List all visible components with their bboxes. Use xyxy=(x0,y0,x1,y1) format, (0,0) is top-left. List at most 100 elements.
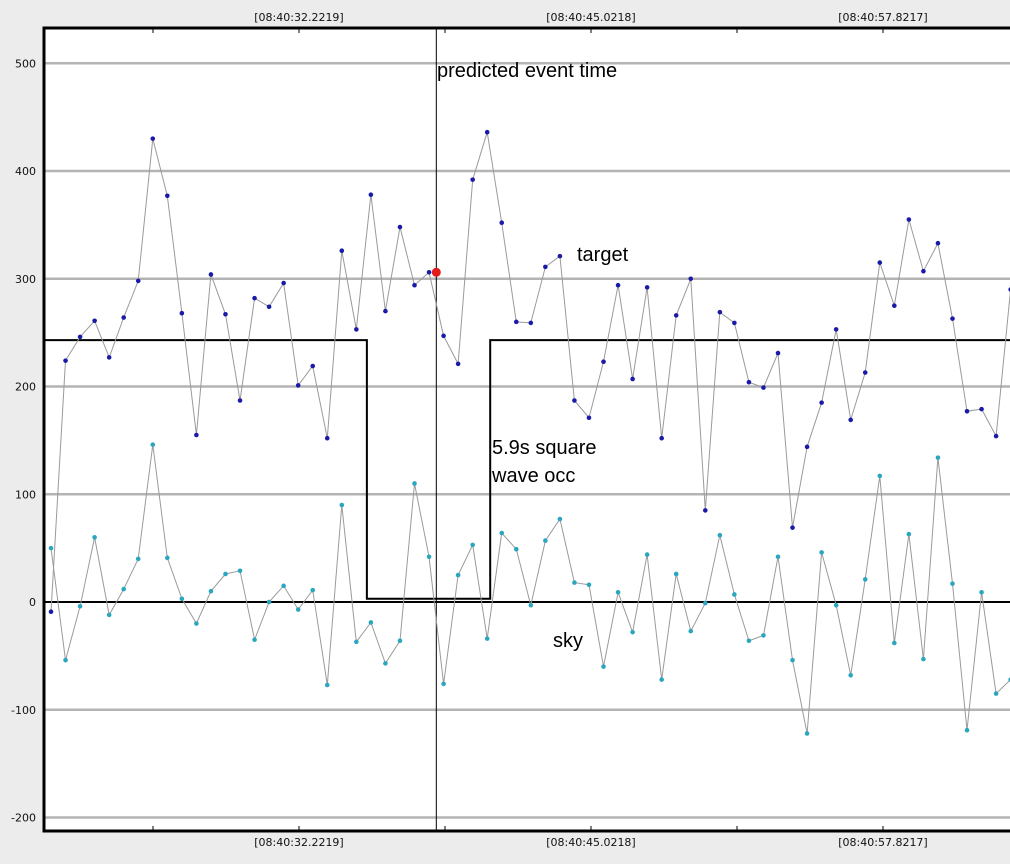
data-point-sky xyxy=(717,532,723,538)
annotation-predicted-event-time: predicted event time xyxy=(437,60,617,82)
data-point-target xyxy=(601,359,606,365)
data-point-sky xyxy=(426,554,432,560)
data-point-target xyxy=(732,320,737,326)
data-point-sky xyxy=(630,629,635,635)
data-point-sky xyxy=(135,556,141,562)
data-point-sky xyxy=(877,473,883,479)
data-point-sky xyxy=(935,455,941,460)
annotation-target: target xyxy=(577,244,629,266)
data-point-target xyxy=(310,363,316,369)
data-point-sky xyxy=(252,637,257,643)
y-axis-labels: -200 -100 0 100 200 300 400 500 xyxy=(11,57,36,824)
data-point-sky xyxy=(557,516,563,522)
data-point-sky xyxy=(979,590,984,595)
data-point-sky xyxy=(194,621,199,626)
data-point-target xyxy=(993,433,999,439)
data-point-target xyxy=(804,444,810,450)
data-point-sky xyxy=(499,530,505,536)
data-point-sky xyxy=(266,599,272,605)
data-point-target xyxy=(194,432,199,438)
data-point-sky xyxy=(862,577,868,582)
data-point-sky xyxy=(383,661,388,666)
data-point-sky xyxy=(586,582,592,588)
data-point-target xyxy=(862,370,868,375)
data-point-sky xyxy=(761,633,766,638)
square-wave-model xyxy=(44,339,1010,600)
data-point-sky xyxy=(892,640,897,646)
data-point-target xyxy=(426,269,432,275)
data-point-target xyxy=(833,327,839,332)
data-point-target xyxy=(455,361,461,367)
data-point-target xyxy=(775,350,781,356)
annotation-square-wave-line2: wave occ xyxy=(491,465,575,487)
data-point-sky xyxy=(77,604,83,609)
data-point-target xyxy=(950,316,955,321)
data-point-target xyxy=(892,303,897,308)
data-point-sky xyxy=(121,586,126,592)
data-point-sky xyxy=(484,636,490,641)
data-point-target xyxy=(208,272,214,277)
data-point-target xyxy=(979,406,984,412)
data-point-sky xyxy=(441,681,446,687)
data-point-sky xyxy=(921,656,926,662)
data-point-sky xyxy=(208,588,214,594)
data-point-sky xyxy=(703,600,708,606)
data-point-sky xyxy=(673,571,679,577)
data-point-target xyxy=(746,379,752,385)
data-point-target xyxy=(324,435,330,441)
data-point-target xyxy=(383,308,388,314)
data-point-target xyxy=(543,264,548,270)
x-tick-label-bottom: [08:40:45.0218] xyxy=(546,836,635,849)
plot-area xyxy=(44,28,1010,831)
x-tick-label-bottom: [08:40:32.2219] xyxy=(254,836,343,849)
data-point-sky xyxy=(804,731,810,736)
data-point-target xyxy=(63,358,68,363)
data-point-sky xyxy=(179,596,185,602)
data-point-target xyxy=(281,280,286,286)
annotations: predicted event time target sky 5.9s squ… xyxy=(437,60,629,652)
data-point-sky xyxy=(339,502,345,508)
predicted-event-marker xyxy=(431,267,441,277)
y-tick-label: 200 xyxy=(15,381,36,394)
data-point-target xyxy=(252,295,257,301)
data-point-sky xyxy=(223,571,228,577)
series-layer xyxy=(48,129,1010,736)
data-point-sky xyxy=(368,620,374,625)
data-point-sky xyxy=(746,638,752,644)
data-point-target xyxy=(484,129,490,135)
data-point-sky xyxy=(819,550,824,555)
data-point-target xyxy=(528,320,534,326)
data-point-target xyxy=(513,319,519,325)
data-point-sky xyxy=(470,542,475,548)
data-point-target xyxy=(717,309,723,315)
y-tick-label: 400 xyxy=(15,165,36,178)
data-point-target xyxy=(921,268,926,274)
data-point-target xyxy=(92,318,97,324)
y-tick-label: -200 xyxy=(11,812,36,825)
data-point-target xyxy=(397,224,403,230)
data-point-sky xyxy=(848,672,853,678)
data-point-target xyxy=(790,525,795,530)
data-point-target xyxy=(615,282,621,288)
data-point-target xyxy=(179,310,185,316)
data-point-target xyxy=(906,217,912,222)
data-point-sky xyxy=(324,682,330,688)
y-tick-label: 0 xyxy=(29,596,36,609)
annotation-square-wave-line1: 5.9s square xyxy=(492,437,597,459)
data-point-sky xyxy=(92,535,97,540)
data-point-target xyxy=(470,177,475,182)
x-axis-labels-bottom: [08:40:32.2219] [08:40:45.0218] [08:40:57.… xyxy=(254,836,927,849)
data-point-target xyxy=(77,334,83,340)
data-point-sky xyxy=(906,531,912,537)
data-point-sky xyxy=(48,545,54,551)
data-point-sky xyxy=(513,546,519,552)
grid-lines xyxy=(44,62,1010,819)
x-axis-labels-top: [08:40:32.2219] [08:40:45.0218] [08:40:57.… xyxy=(254,11,927,24)
x-tick-label-top: [08:40:45.0218] xyxy=(546,11,635,24)
data-point-target xyxy=(295,383,301,388)
data-point-target xyxy=(572,398,577,403)
data-point-sky xyxy=(833,602,839,608)
data-point-sky xyxy=(644,552,650,557)
plot-frame xyxy=(42,26,1010,833)
